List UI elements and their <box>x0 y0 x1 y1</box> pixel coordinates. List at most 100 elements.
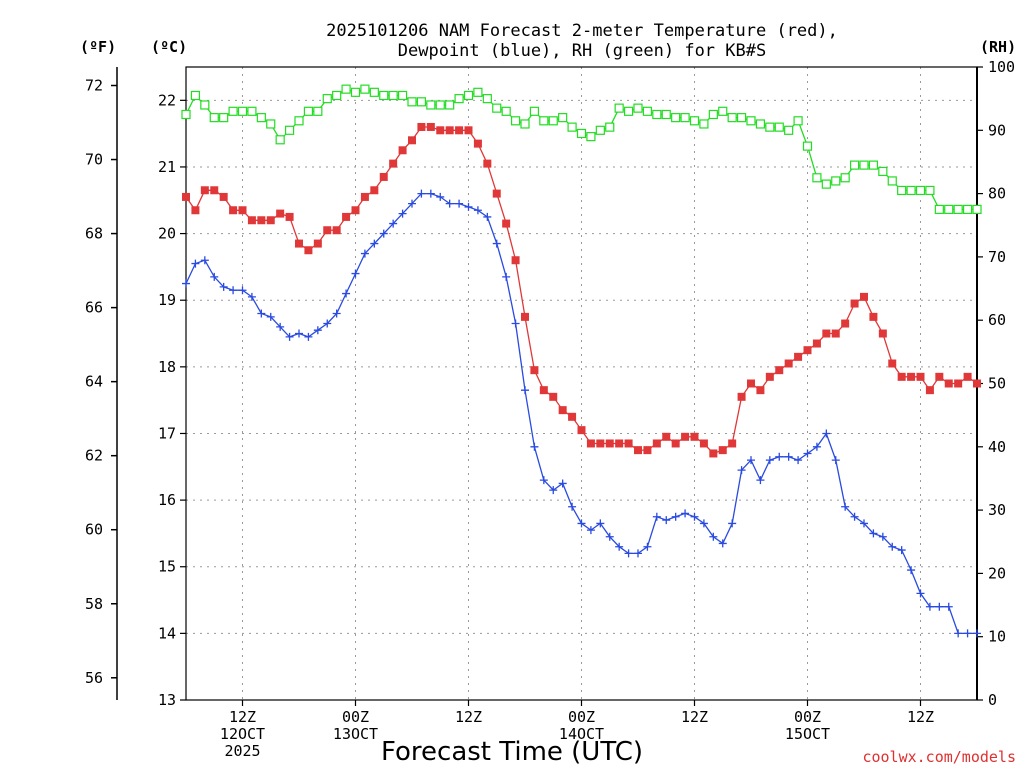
celsius-tick-label: 14 <box>158 624 176 642</box>
rh-point <box>228 106 238 116</box>
dewpoint-point <box>747 456 755 465</box>
temperature-point <box>916 372 925 381</box>
x-tick-label: 00Z <box>342 708 369 726</box>
dewpoint-point <box>219 282 228 291</box>
x-axis-label: Forecast Time (UTC) <box>381 737 643 767</box>
dewpoint-point <box>775 452 784 461</box>
dewpoint-point <box>765 456 774 465</box>
dewpoint-point <box>841 502 850 511</box>
axes-layer: 56 58 60 62 64 66 68 70 72 13 14 15 16 17 18 19 20 21 22 0 1… <box>85 58 1015 760</box>
dewpoint-point <box>238 286 247 295</box>
temperature-point <box>925 386 934 395</box>
temperature-point <box>398 146 407 155</box>
temperature-point <box>888 359 897 368</box>
temperature-point <box>285 212 294 221</box>
temperature-point <box>596 439 605 448</box>
rh-point <box>209 113 219 123</box>
temperature-point <box>200 186 209 195</box>
chart-title-line-2: Dewpoint (blue), RH (green) for KB#S <box>398 41 766 61</box>
rh-point <box>510 116 521 126</box>
dewpoint-point <box>897 546 906 555</box>
temperature-point <box>681 432 690 441</box>
rh-point <box>868 160 879 170</box>
temperature-point <box>445 126 454 135</box>
temperature-point <box>247 216 256 225</box>
grid-layer <box>186 67 977 700</box>
dewpoint-point <box>473 206 482 215</box>
temperature-point <box>747 379 755 388</box>
rh-point <box>953 204 963 215</box>
rh-point <box>595 125 605 135</box>
rh-point <box>416 97 427 107</box>
dewpoint-point <box>539 476 548 485</box>
temperature-point <box>577 426 586 435</box>
rh-point <box>303 106 314 116</box>
temperature-point <box>210 186 219 195</box>
rh-point <box>774 122 784 132</box>
temperature-point <box>351 206 360 215</box>
rh-point <box>473 87 483 97</box>
fahrenheit-tick-label: 70 <box>85 151 103 169</box>
rh-point <box>200 100 210 110</box>
rh-point <box>661 109 671 120</box>
rh-point <box>605 122 615 132</box>
temperature-point <box>737 392 746 401</box>
rh-series <box>181 84 982 215</box>
temperature-point <box>860 292 868 301</box>
rh-point <box>887 176 897 186</box>
rh-point <box>972 204 982 215</box>
dewpoint-point <box>577 519 586 528</box>
dewpoint-point <box>925 602 934 611</box>
rh-point <box>576 128 587 139</box>
temperature-point <box>313 239 322 248</box>
rh-point <box>558 113 568 123</box>
rh-point <box>313 106 323 116</box>
celsius-tick-label: 22 <box>158 91 176 109</box>
dewpoint-point <box>888 542 897 551</box>
celsius-tick-label: 17 <box>158 424 176 442</box>
celsius-tick-label: 21 <box>158 158 176 176</box>
temperature-point <box>568 412 577 421</box>
dewpoint-point <box>690 512 699 521</box>
dewpoint-point <box>285 332 294 341</box>
dewpoint-point <box>492 239 501 248</box>
rh-point <box>708 109 718 120</box>
temperature-point <box>954 379 963 388</box>
rh-unit-label: (RH) <box>980 38 1016 56</box>
temperature-point <box>379 172 388 181</box>
dewpoint-point <box>521 386 529 395</box>
rh-point <box>567 122 577 132</box>
dewpoint-point <box>822 429 831 438</box>
rh-point <box>256 113 266 123</box>
dewpoint-point <box>313 326 322 335</box>
dewpoint-point <box>464 202 473 211</box>
temperature-point <box>323 226 332 235</box>
celsius-tick-label: 13 <box>158 691 176 709</box>
dewpoint-point <box>916 589 925 598</box>
rh-point <box>181 109 191 120</box>
dewpoint-point <box>699 519 708 528</box>
rh-tick-label: 50 <box>988 375 1006 393</box>
dewpoint-point <box>332 309 341 318</box>
temperature-point <box>812 339 821 348</box>
temperature-point <box>464 126 473 135</box>
dewpoint-point <box>907 566 916 575</box>
rh-point <box>944 204 954 215</box>
temperature-point <box>455 126 464 135</box>
x-tick-label: 13OCT <box>333 725 378 743</box>
temperature-point <box>558 406 567 415</box>
rh-point <box>426 100 436 110</box>
rh-point <box>831 176 841 186</box>
temperature-point <box>756 386 765 395</box>
temperature-point <box>624 439 633 448</box>
rh-point <box>529 106 540 116</box>
rh-point <box>793 116 803 126</box>
dewpoint-point <box>455 199 464 208</box>
temperature-point <box>841 319 850 328</box>
rh-point <box>784 125 794 135</box>
rh-point <box>445 100 455 110</box>
temperature-point <box>765 372 774 381</box>
celsius-tick-label: 19 <box>158 291 176 309</box>
x-tick-label: 12Z <box>229 708 256 726</box>
x-tick-label: 15OCT <box>785 725 830 743</box>
